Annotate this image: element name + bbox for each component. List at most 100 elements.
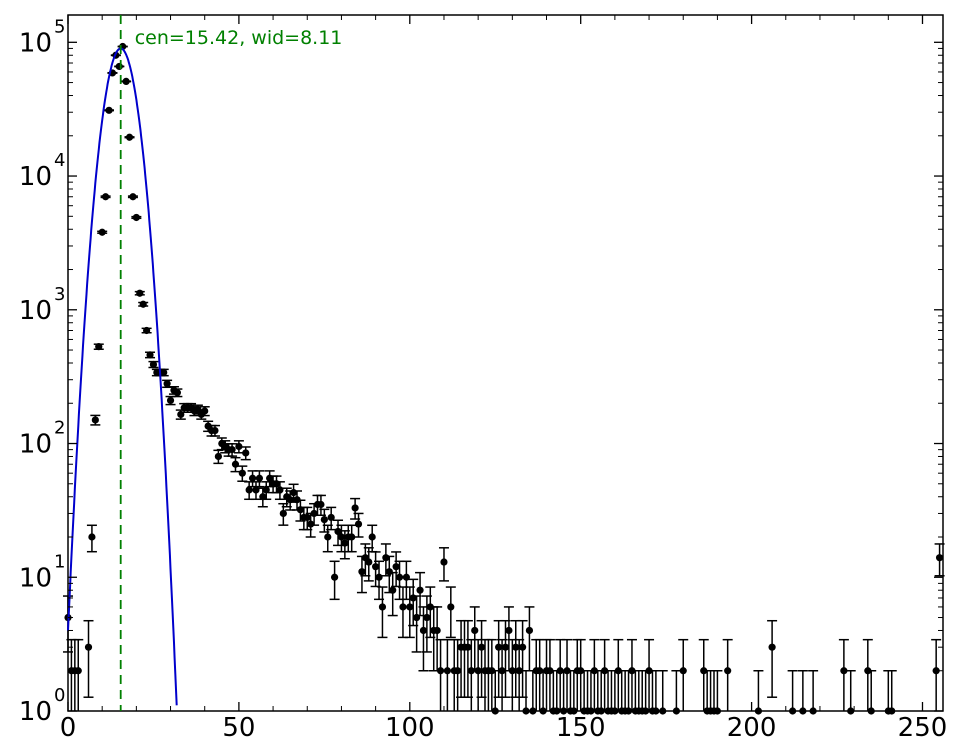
data-point bbox=[474, 667, 482, 675]
data-point bbox=[327, 513, 335, 522]
data-point bbox=[789, 707, 797, 715]
data-point bbox=[590, 667, 598, 675]
data-point bbox=[101, 193, 110, 201]
data-point bbox=[587, 707, 595, 715]
data-point bbox=[317, 500, 325, 509]
x-tick-label: 150 bbox=[556, 713, 606, 743]
data-point bbox=[392, 563, 400, 571]
y-tick-label-exponent: 4 bbox=[54, 150, 65, 171]
y-tick-label-exponent: 0 bbox=[54, 685, 65, 706]
data-point bbox=[98, 228, 106, 236]
data-point bbox=[645, 667, 653, 675]
data-point bbox=[129, 193, 137, 201]
data-point bbox=[160, 368, 168, 377]
data-point bbox=[932, 667, 940, 675]
data-point bbox=[163, 380, 171, 388]
data-point bbox=[413, 613, 421, 622]
data-point bbox=[88, 533, 96, 541]
data-point bbox=[95, 343, 103, 351]
data-point bbox=[235, 442, 243, 451]
data-point bbox=[553, 707, 561, 715]
y-tick-label-exponent: 2 bbox=[54, 418, 65, 439]
data-point bbox=[372, 563, 380, 571]
data-point bbox=[488, 667, 496, 675]
data-point bbox=[560, 707, 568, 715]
data-point bbox=[624, 707, 633, 715]
data-point bbox=[354, 520, 363, 528]
data-point bbox=[351, 504, 359, 512]
data-point bbox=[395, 573, 404, 581]
data-point bbox=[799, 707, 807, 715]
y-tick-label-exponent: 1 bbox=[54, 551, 65, 572]
x-axis-ticks: 0 50 100 150 200 250 bbox=[60, 15, 948, 743]
data-point bbox=[539, 707, 547, 715]
x-tick-label: 250 bbox=[898, 713, 948, 743]
data-point bbox=[115, 62, 123, 71]
data-point bbox=[122, 77, 130, 86]
data-point bbox=[378, 603, 387, 611]
data-point bbox=[242, 449, 250, 457]
data-point bbox=[262, 486, 270, 494]
data-point bbox=[501, 643, 510, 651]
x-tick-label: 0 bbox=[60, 713, 77, 743]
data-point bbox=[389, 586, 397, 594]
data-point bbox=[382, 554, 390, 562]
data-point bbox=[577, 667, 585, 675]
data-point bbox=[495, 643, 503, 651]
data-point bbox=[440, 558, 448, 566]
data-point bbox=[672, 707, 680, 715]
data-point bbox=[491, 707, 499, 715]
data-point bbox=[642, 707, 650, 715]
data-point bbox=[419, 626, 428, 635]
data-point bbox=[248, 474, 257, 482]
data-point bbox=[310, 509, 318, 518]
data-point bbox=[505, 626, 513, 635]
x-tick-label: 50 bbox=[222, 713, 255, 743]
data-point bbox=[867, 707, 875, 715]
data-point bbox=[276, 486, 284, 494]
data-point bbox=[136, 289, 144, 297]
y-tick-label-base: 10 bbox=[19, 430, 52, 460]
data-point bbox=[402, 573, 410, 581]
data-point bbox=[173, 389, 181, 397]
data-point bbox=[166, 396, 175, 405]
data-point bbox=[272, 480, 281, 488]
data-point bbox=[368, 533, 376, 541]
data-point bbox=[454, 667, 462, 675]
data-point bbox=[768, 643, 776, 651]
data-point bbox=[231, 460, 240, 468]
data-point bbox=[286, 496, 294, 504]
data-point bbox=[556, 667, 564, 675]
data-point bbox=[320, 515, 328, 524]
y-tick-label-base: 10 bbox=[19, 28, 52, 58]
y-tick-label-base: 10 bbox=[19, 563, 52, 593]
data-point bbox=[679, 667, 687, 675]
data-point bbox=[546, 667, 554, 675]
data-point bbox=[385, 568, 393, 576]
data-point bbox=[143, 326, 151, 335]
data-point bbox=[518, 643, 527, 651]
data-point bbox=[447, 603, 455, 611]
data-point bbox=[406, 603, 414, 611]
data-point bbox=[238, 469, 246, 477]
y-tick-label-exponent: 5 bbox=[54, 16, 65, 37]
data-point bbox=[700, 667, 708, 675]
data-point bbox=[146, 351, 154, 359]
y-tick-label-base: 10 bbox=[19, 296, 52, 326]
data-point bbox=[423, 613, 431, 622]
data-point bbox=[296, 506, 305, 514]
data-point bbox=[91, 416, 99, 424]
data-point bbox=[252, 486, 260, 494]
data-point bbox=[358, 568, 366, 576]
x-tick-label: 200 bbox=[727, 713, 777, 743]
data-point bbox=[529, 707, 537, 715]
data-point bbox=[498, 667, 506, 675]
data-point bbox=[245, 486, 253, 494]
data-point bbox=[754, 707, 763, 715]
data-point bbox=[337, 533, 346, 541]
data-point bbox=[809, 707, 817, 715]
data-point bbox=[847, 707, 855, 715]
data-point bbox=[652, 707, 660, 715]
